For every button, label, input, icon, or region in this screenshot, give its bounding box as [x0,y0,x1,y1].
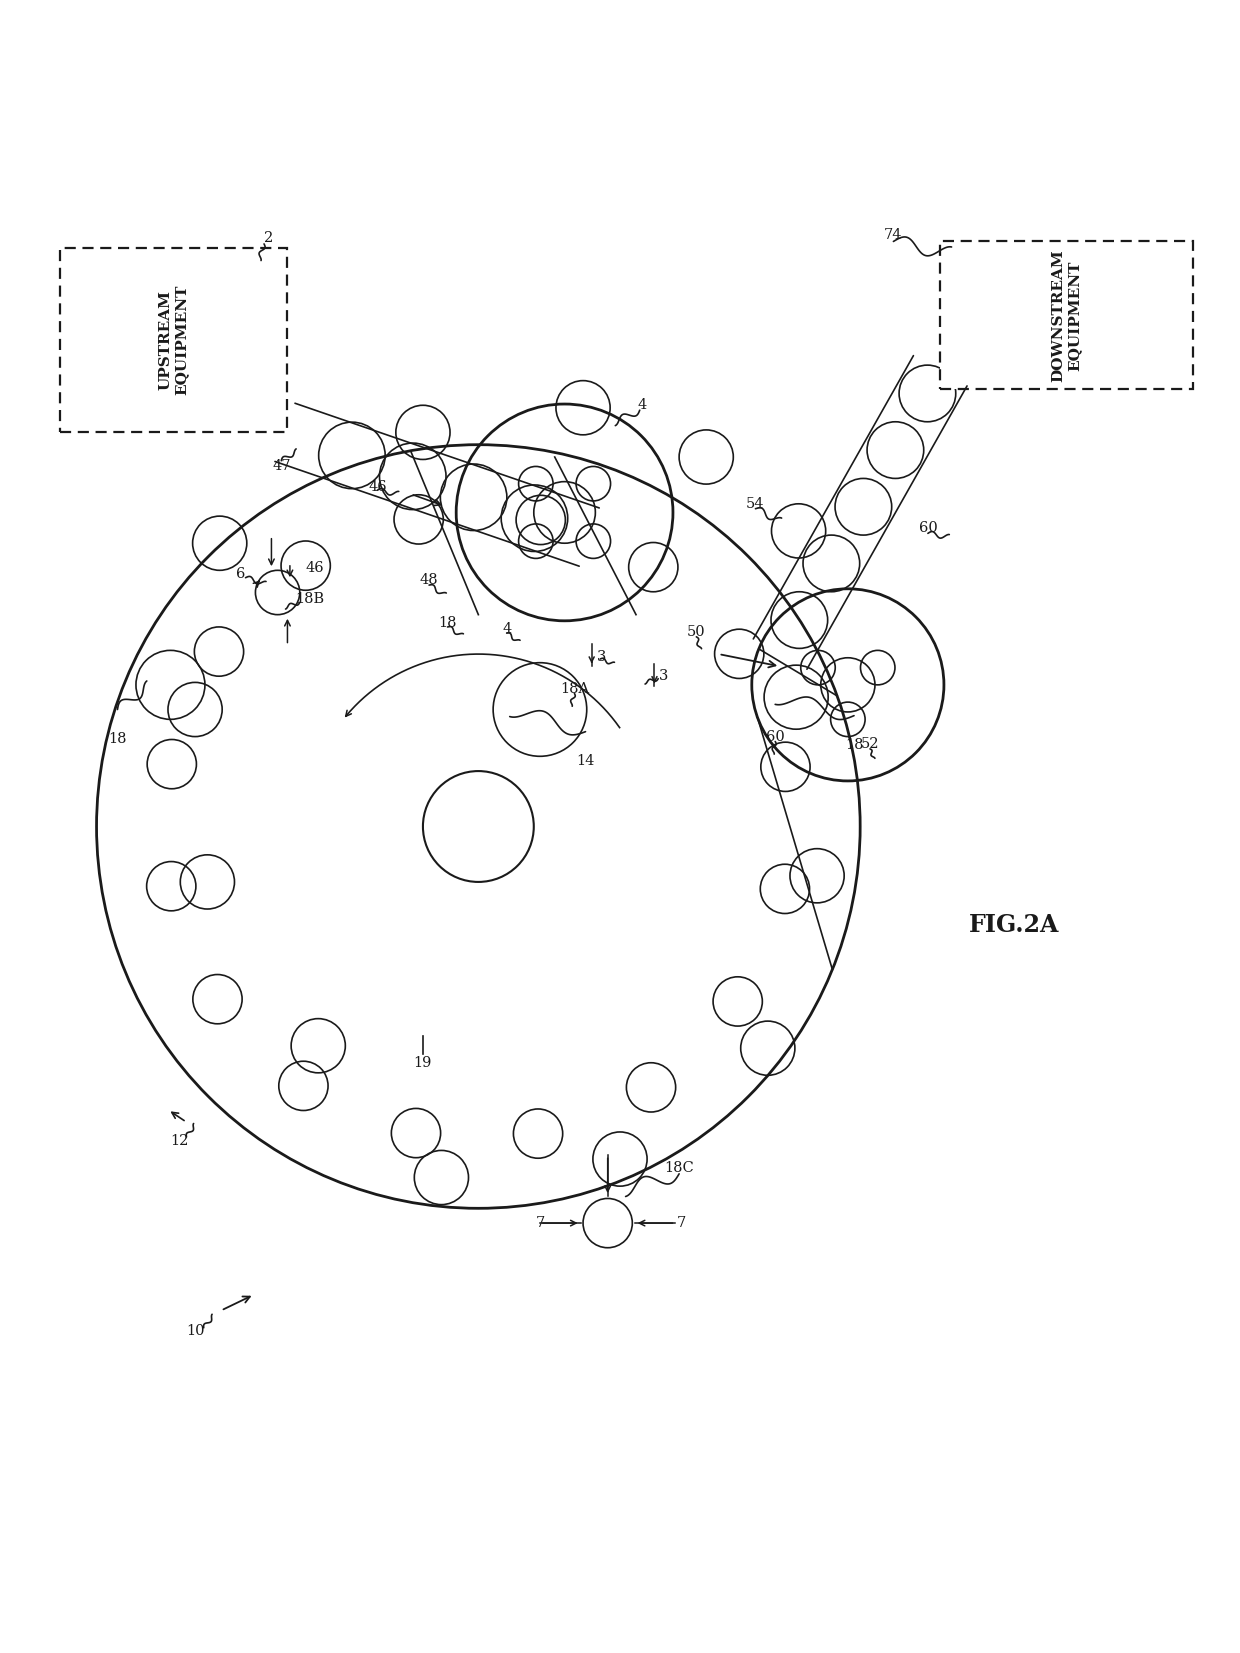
Text: 74: 74 [884,228,903,243]
Text: 18A: 18A [560,681,589,696]
Text: 46: 46 [368,479,387,494]
Text: 14: 14 [577,754,595,769]
Text: 7: 7 [536,1217,544,1230]
Text: 6: 6 [236,567,246,580]
Text: 10: 10 [186,1324,205,1339]
Text: DOWNSTREAM
EQUIPMENT: DOWNSTREAM EQUIPMENT [1052,250,1081,382]
Bar [940,241,1193,388]
Text: 46: 46 [305,560,324,575]
Text: 54: 54 [746,498,765,511]
Text: 19: 19 [414,1056,432,1069]
Text: 7: 7 [677,1217,686,1230]
Text: 60: 60 [919,521,937,536]
Text: 47: 47 [272,458,290,473]
Text: 3: 3 [596,650,606,663]
Text: 4: 4 [502,623,511,636]
Text: 18C: 18C [665,1160,694,1175]
Text: 12: 12 [170,1134,188,1147]
Text: 2: 2 [264,231,274,245]
Text: 50: 50 [687,625,706,640]
Text: 3: 3 [658,669,668,683]
Text: 52: 52 [861,737,879,750]
Text: 18B: 18B [295,592,324,605]
Text: 18: 18 [108,732,126,746]
Text: 60: 60 [766,729,785,744]
Text: 48: 48 [420,574,439,587]
Text: FIG.2A: FIG.2A [968,912,1059,937]
Text: 18: 18 [438,617,456,630]
Text: UPSTREAM
EQUIPMENT: UPSTREAM EQUIPMENT [159,284,188,395]
Bar [60,248,288,433]
Text: 18: 18 [844,737,863,752]
Text: 4: 4 [637,398,647,412]
